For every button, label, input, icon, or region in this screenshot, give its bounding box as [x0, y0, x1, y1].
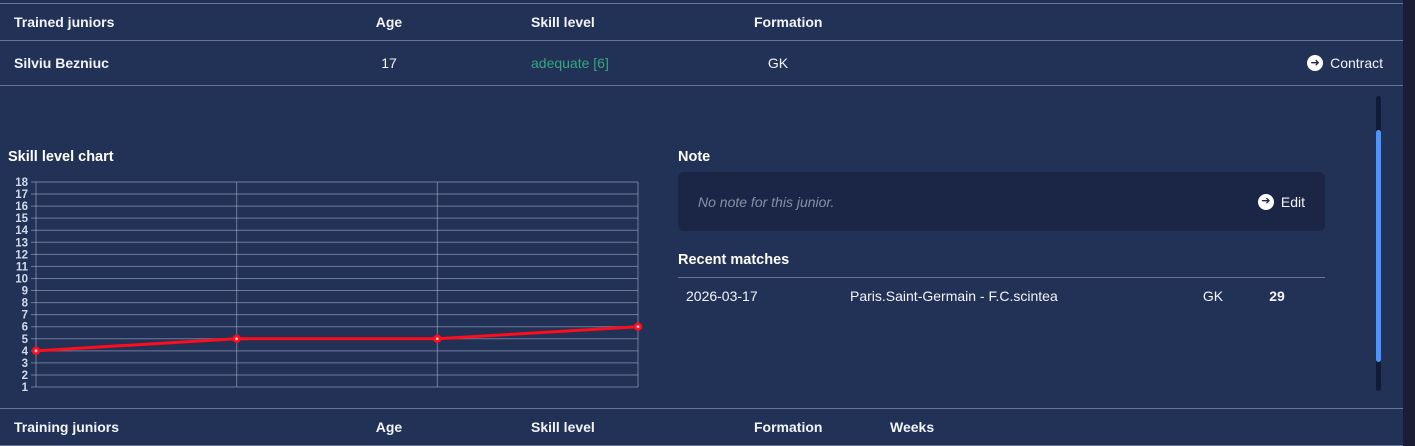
chart-y-tick-label: 3 [22, 358, 28, 370]
circle-arrow-right-icon: ➜ [1257, 193, 1274, 210]
contract-action-cell: ➜ Contract [1307, 41, 1383, 85]
skill-chart-title: Skill level chart [8, 149, 114, 165]
chart-y-tick-label: 4 [22, 346, 29, 358]
trained-junior-row: Silviu Bezniuc 17 adequate [6] GK ➜ Cont… [0, 41, 1403, 86]
note-edit-button[interactable]: ➜ Edit [1257, 193, 1305, 210]
chart-y-tick-label: 14 [15, 225, 28, 237]
contract-link-label: Contract [1330, 55, 1383, 71]
col-header-formation: Formation [754, 419, 823, 435]
match-rating: 29 [1269, 287, 1285, 304]
chart-y-tick-label: 5 [22, 334, 29, 346]
junior-age: 17 [381, 55, 397, 71]
chart-y-tick-label: 8 [22, 298, 29, 310]
chart-y-tick-label: 13 [15, 237, 28, 249]
divider [678, 277, 1325, 278]
chart-y-tick-label: 6 [22, 322, 28, 334]
chart-point-center [235, 337, 239, 341]
chart-y-tick-label: 10 [15, 273, 28, 285]
match-date: 2026-03-17 [686, 287, 758, 304]
chart-y-tick-label: 12 [15, 249, 28, 261]
chart-point-center [435, 337, 439, 341]
note-card: No note for this junior. ➜ Edit [678, 172, 1325, 231]
chart-y-tick-label: 9 [22, 286, 28, 298]
trained-juniors-header-row: Trained juniors Age Skill level Formatio… [0, 3, 1403, 41]
note-title: Note [678, 149, 711, 165]
note-edit-label: Edit [1280, 193, 1305, 210]
recent-matches-title: Recent matches [678, 252, 790, 268]
chart-y-tick-label: 2 [22, 370, 28, 382]
training-juniors-title: Training juniors [14, 419, 120, 435]
col-header-age: Age [375, 14, 403, 30]
junior-name: Silviu Bezniuc [14, 55, 109, 71]
col-header-weeks: Weeks [890, 419, 935, 435]
col-header-skill-level: Skill level [531, 419, 595, 435]
chart-y-tick-label: 11 [16, 261, 29, 273]
contract-link[interactable]: ➜ Contract [1307, 55, 1383, 71]
chart-point-center [34, 349, 38, 353]
col-header-formation: Formation [754, 14, 823, 30]
recent-match-row: 2026-03-17 Paris.Saint-Germain - F.C.sci… [678, 278, 1325, 313]
chart-y-tick-label: 16 [15, 201, 28, 213]
note-empty-text: No note for this junior. [698, 193, 835, 210]
chart-y-tick-label: 7 [22, 310, 28, 322]
chart-y-tick-label: 1 [22, 382, 29, 394]
circle-arrow-right-icon: ➜ [1307, 55, 1324, 71]
vertical-scrollbar-thumb[interactable] [1376, 130, 1381, 362]
chart-y-tick-label: 17 [15, 189, 28, 201]
col-header-age: Age [375, 419, 403, 435]
col-header-skill-level: Skill level [531, 14, 595, 30]
chart-y-tick-label: 18 [15, 177, 28, 189]
page-background-strip [1403, 0, 1415, 446]
chart-point-center [636, 325, 640, 329]
trained-juniors-title: Trained juniors [14, 14, 115, 30]
training-juniors-header-row: Training juniors Age Skill level Formati… [0, 408, 1403, 446]
chart-y-tick-label: 15 [15, 213, 28, 225]
skill-line-series [35, 325, 639, 353]
junior-formation: GK [767, 55, 789, 71]
match-teams: Paris.Saint-Germain - F.C.scintea [850, 287, 1058, 304]
match-position: GK [1202, 287, 1224, 304]
junior-skill-level[interactable]: adequate [6] [531, 55, 609, 71]
